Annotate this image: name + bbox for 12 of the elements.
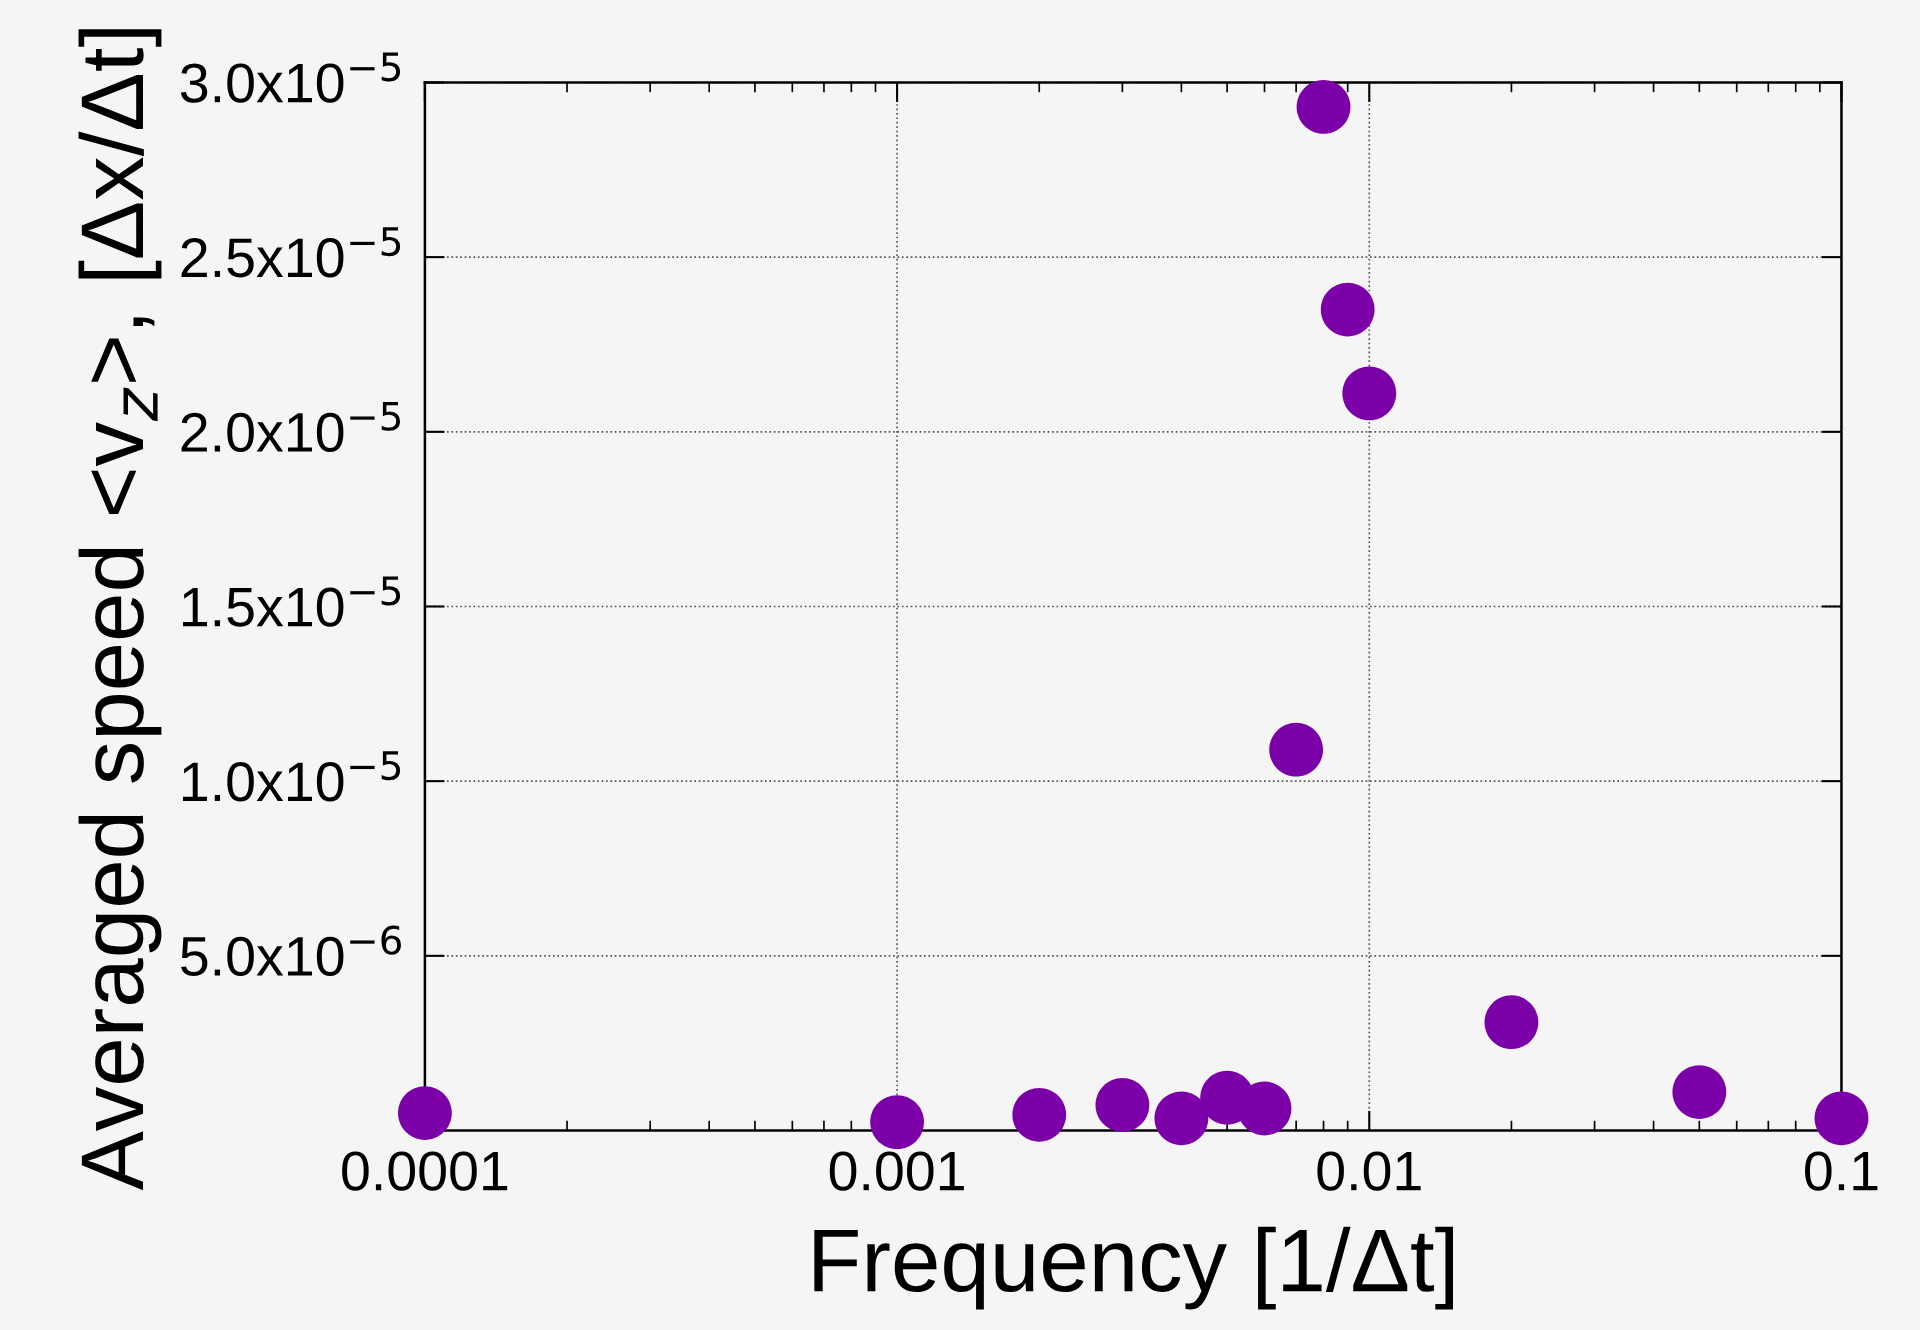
y-tick-label: 1.5x10$^{−5}$ <box>183 576 401 627</box>
x-axis-title: Frequency [1/Δt] <box>814 1226 1453 1310</box>
y-axis-title: Averaged speed <v$_{z}$>, [Δx/Δt] <box>78 29 162 1191</box>
y-tick-label: 2.5x10$^{−5}$ <box>181 227 401 278</box>
y-tick-label: 5.0x10$^{−6}$ <box>181 925 401 977</box>
y-tick-label: 2.0x10$^{−5}$ <box>181 401 401 453</box>
y-tick-label: 1.0x10$^{−5}$ <box>183 751 401 802</box>
y-tick-label: 3.0x10$^{−5}$ <box>180 52 401 103</box>
x-tick-label: 0.001 <box>829 1151 964 1191</box>
x-tick-label: 0.0001 <box>342 1151 508 1191</box>
x-tick-label: 0.1 <box>1805 1151 1878 1191</box>
x-tick-label: 0.01 <box>1317 1151 1421 1191</box>
